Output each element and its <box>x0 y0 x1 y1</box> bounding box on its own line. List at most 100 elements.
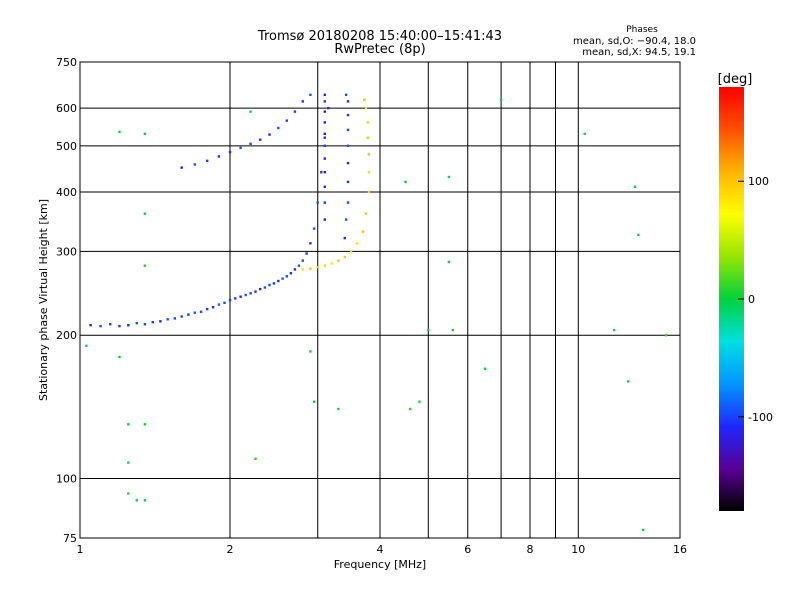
echo-point <box>366 136 369 139</box>
echo-point <box>447 175 451 179</box>
echo-point <box>323 185 326 188</box>
y-axis-ticks: 75 100 200 300 400 500 600 750 <box>56 56 77 545</box>
echo-point <box>187 313 190 316</box>
echo-point <box>323 218 326 221</box>
echo-point <box>234 297 237 300</box>
echo-point <box>228 150 232 154</box>
echo-point <box>297 264 301 267</box>
echo-point <box>327 106 330 110</box>
chart-subtitle: RwPretec (8p) <box>334 42 425 57</box>
echo-point <box>366 121 369 124</box>
echo-point <box>127 423 130 426</box>
echo-point <box>316 201 319 204</box>
echo-point <box>99 324 102 328</box>
echo-point <box>239 146 242 150</box>
echo-point <box>277 126 280 130</box>
echo-point <box>268 133 271 136</box>
echo-point <box>254 290 257 293</box>
echo-point <box>323 121 326 124</box>
phases-line-o: mean, sd,O: −90.4, 18.0 <box>573 36 696 47</box>
echo-point <box>206 159 209 162</box>
echo-point <box>109 323 112 326</box>
echo-point <box>118 324 121 328</box>
echo-point <box>344 93 348 96</box>
y-tick-label: 750 <box>56 56 77 69</box>
echo-point <box>323 157 326 160</box>
echo-point <box>228 298 232 302</box>
x-tick-label: 1 <box>77 543 84 556</box>
echo-point <box>312 227 316 230</box>
x-tick-label: 6 <box>464 543 471 556</box>
echo-point <box>627 380 630 383</box>
echo-point <box>346 144 350 147</box>
echo-point <box>309 242 312 245</box>
echo-point <box>143 212 147 215</box>
echo-point <box>364 212 368 215</box>
echo-point <box>309 93 312 96</box>
echo-point <box>346 100 350 103</box>
echo-point <box>633 185 637 188</box>
echo-point <box>85 344 88 347</box>
echo-points <box>85 93 668 532</box>
echo-point <box>346 113 350 117</box>
echo-point <box>244 293 247 297</box>
echo-point <box>343 255 346 259</box>
echo-point <box>249 292 252 295</box>
echo-point <box>217 303 221 306</box>
echo-point <box>367 153 371 156</box>
echo-point <box>323 144 326 147</box>
echo-point <box>193 311 196 314</box>
echo-point <box>337 259 340 262</box>
echo-point <box>143 323 147 326</box>
chart-title: Tromsø 20180208 15:40:00–15:41:43 <box>257 29 502 44</box>
echo-point <box>323 93 326 96</box>
echo-point <box>447 260 451 264</box>
echo-point <box>277 279 280 283</box>
echo-point <box>143 499 147 502</box>
echo-point <box>483 367 487 370</box>
echo-point <box>173 317 176 320</box>
series-o-mode-lower-trace <box>89 106 330 328</box>
colorbar-tick-label: -100 <box>748 411 773 424</box>
y-tick-label: 200 <box>56 329 77 342</box>
colorbar-label: [deg] <box>718 72 753 87</box>
echo-point <box>301 100 304 103</box>
echo-point <box>323 171 326 174</box>
echo-point <box>499 98 503 101</box>
echo-point <box>349 250 353 253</box>
echo-point <box>166 318 169 321</box>
echo-point <box>217 155 221 158</box>
y-axis-label: Stationary phase Virtual Height [km] <box>37 199 50 401</box>
echo-point <box>404 180 407 184</box>
x-tick-label: 10 <box>571 543 585 556</box>
phases-line-x: mean, sd,X: 94.5, 19.1 <box>582 47 696 58</box>
y-tick-label: 600 <box>56 102 77 115</box>
echo-point <box>344 218 348 221</box>
echo-point <box>293 110 297 113</box>
echo-point <box>337 407 340 411</box>
echo-point <box>239 295 242 298</box>
echo-point <box>127 324 130 327</box>
x-axis-ticks: 1 2 4 6 8 10 16 <box>77 543 688 556</box>
y-tick-label: 75 <box>63 532 77 545</box>
echo-point <box>367 190 371 194</box>
echo-point <box>363 98 366 101</box>
x-tick-label: 2 <box>227 543 234 556</box>
echo-point <box>320 171 323 174</box>
echo-point <box>418 400 421 403</box>
echo-point <box>259 287 262 291</box>
echo-point <box>323 132 326 135</box>
echo-point <box>451 328 454 332</box>
x-tick-label: 16 <box>673 543 687 556</box>
colorbar-tick-label: 100 <box>748 175 769 188</box>
echo-point <box>289 272 293 275</box>
colorbar-tick-label: 0 <box>748 293 755 306</box>
echo-point <box>346 128 350 132</box>
echo-point <box>316 266 319 269</box>
y-tick-label: 100 <box>56 473 77 486</box>
echo-point <box>180 315 183 318</box>
echo-point <box>143 132 147 135</box>
echo-point <box>637 233 640 237</box>
echo-point <box>272 282 276 285</box>
series-scattered-echoes <box>85 98 668 532</box>
